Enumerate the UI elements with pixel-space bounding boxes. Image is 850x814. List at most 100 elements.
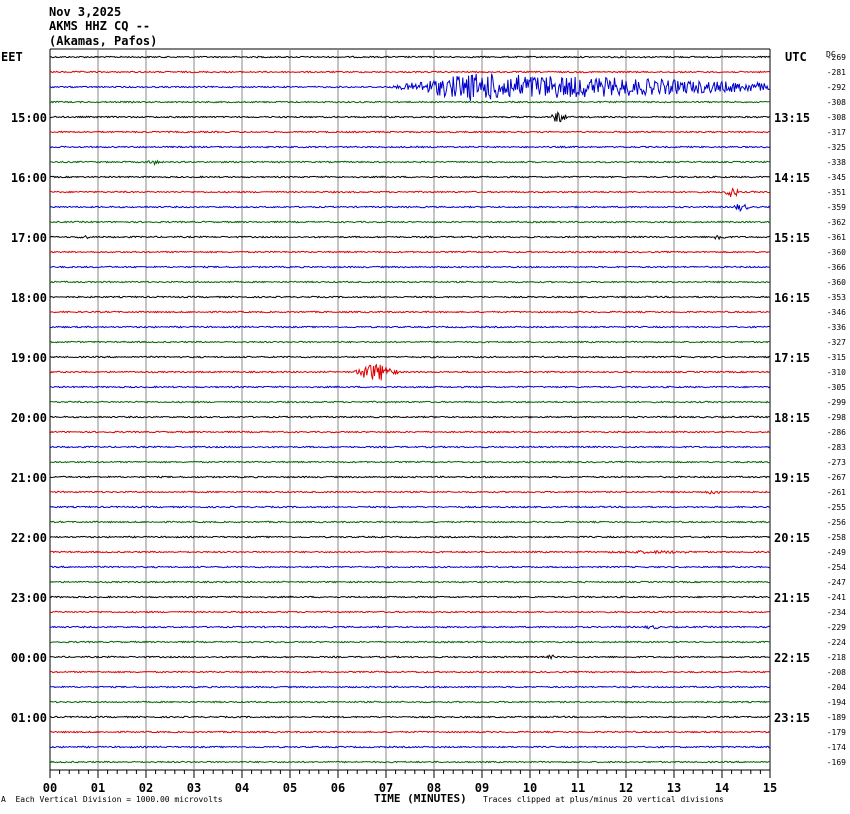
trace-line	[49, 175, 771, 179]
station-location: (Akamas, Pafos)	[49, 34, 158, 48]
x-tick-label: 12	[619, 781, 633, 795]
left-hour-label: 16:00	[11, 171, 47, 185]
dc-offset-value: -351	[827, 188, 846, 197]
trace-line	[49, 520, 771, 524]
dc-offset-value: -298	[827, 413, 846, 422]
trace-line	[49, 535, 771, 539]
trace-line	[49, 73, 771, 101]
trace-line	[49, 745, 771, 749]
dc-offset-value: -336	[827, 323, 846, 332]
right-hour-label: 16:15	[774, 291, 810, 305]
trace-line	[49, 730, 771, 734]
x-tick-label: 15	[763, 781, 777, 795]
dc-offset-value: -174	[827, 743, 846, 752]
dc-offset-value: -194	[827, 698, 846, 707]
x-tick-label: 13	[667, 781, 681, 795]
dc-offset-value: -229	[827, 623, 846, 632]
dc-offset-value: -360	[827, 248, 846, 257]
x-tick-label: 04	[235, 781, 249, 795]
trace-line	[49, 280, 771, 284]
x-tick-label: 09	[475, 781, 489, 795]
trace-line	[49, 565, 771, 569]
footer-mark: A	[1, 795, 6, 804]
left-hour-label: 00:00	[11, 651, 47, 665]
dc-offset-value: -204	[827, 683, 846, 692]
trace-line	[49, 340, 771, 344]
clip-note: Traces clipped at plus/minus 20 vertical…	[483, 795, 724, 804]
dc-offset-value: -281	[827, 68, 846, 77]
dc-offset-value: -254	[827, 563, 846, 572]
trace-line	[49, 145, 771, 149]
dc-offset-value: -338	[827, 158, 846, 167]
trace-line	[49, 310, 771, 314]
right-hour-label: 15:15	[774, 231, 810, 245]
footer-scale-text: Each Vertical Division = 1000.00 microvo…	[15, 795, 223, 804]
trace-line	[49, 203, 771, 213]
x-tick-label: 11	[571, 781, 585, 795]
trace-line	[49, 250, 771, 254]
dc-offset-value: -353	[827, 293, 846, 302]
dc-offset-value: -315	[827, 353, 846, 362]
dc-offset-value: -256	[827, 518, 846, 527]
dc-offset-value: -273	[827, 458, 846, 467]
dc-offset-value: -261	[827, 488, 846, 497]
trace-line	[49, 654, 771, 661]
trace-line	[49, 580, 771, 584]
left-hour-label: 23:00	[11, 591, 47, 605]
x-tick-label: 08	[427, 781, 441, 795]
dc-offset-value: -169	[827, 758, 846, 767]
left-hour-label: 18:00	[11, 291, 47, 305]
right-hour-label: 22:15	[774, 651, 810, 665]
chart-date: Nov 3,2025	[49, 5, 122, 19]
x-tick-label: 07	[379, 781, 393, 795]
dc-offset-value: -305	[827, 383, 846, 392]
trace-line	[49, 505, 771, 509]
trace-line	[49, 595, 771, 599]
left-hour-label: 20:00	[11, 411, 47, 425]
left-hour-label: 22:00	[11, 531, 47, 545]
trace-line	[49, 670, 771, 674]
right-hour-label: 23:15	[774, 711, 810, 725]
dc-offset-value: -327	[827, 338, 846, 347]
right-hour-label: 20:15	[774, 531, 810, 545]
trace-line	[49, 715, 771, 719]
left-hour-label: 17:00	[11, 231, 47, 245]
dc-offset-value: -249	[827, 548, 846, 557]
trace-line	[49, 549, 771, 555]
dc-offset-value: -317	[827, 128, 846, 137]
dc-offset-value: -234	[827, 608, 846, 617]
right-hour-label: 21:15	[774, 591, 810, 605]
trace-line	[49, 220, 771, 224]
dc-offset-value: -346	[827, 308, 846, 317]
x-tick-label: 14	[715, 781, 729, 795]
dc-offset-value: -224	[827, 638, 846, 647]
trace-line	[50, 640, 771, 644]
dc-offset-value: -267	[827, 473, 846, 482]
dc-offset-value: -361	[827, 233, 846, 242]
left-timezone-label: EET	[1, 50, 23, 64]
x-tick-label: 01	[91, 781, 105, 795]
x-axis-label: TIME (MINUTES)	[374, 792, 467, 805]
dc-offset-value: -241	[827, 593, 846, 602]
trace-line	[49, 363, 771, 381]
trace-line	[49, 159, 771, 167]
dc-offset-value: -292	[827, 83, 846, 92]
left-hour-label: 15:00	[11, 111, 47, 125]
dc-offset-value: -208	[827, 668, 846, 677]
trace-line	[50, 100, 771, 104]
dc-offset-value: -269	[827, 53, 846, 62]
trace-line	[49, 55, 771, 59]
trace-line	[49, 355, 771, 359]
x-tick-label: 10	[523, 781, 537, 795]
right-hour-label: 19:15	[774, 471, 810, 485]
dc-offset-value: -345	[827, 173, 846, 182]
station-code: AKMS HHZ CQ --	[49, 19, 151, 33]
trace-line	[49, 624, 771, 630]
dc-offset-value: -258	[827, 533, 846, 542]
dc-offset-value: -362	[827, 218, 846, 227]
dc-offset-value: -366	[827, 263, 846, 272]
right-hour-label: 13:15	[774, 111, 810, 125]
dc-offset-value: -325	[827, 143, 846, 152]
left-hour-label: 21:00	[11, 471, 47, 485]
trace-line	[49, 430, 771, 434]
